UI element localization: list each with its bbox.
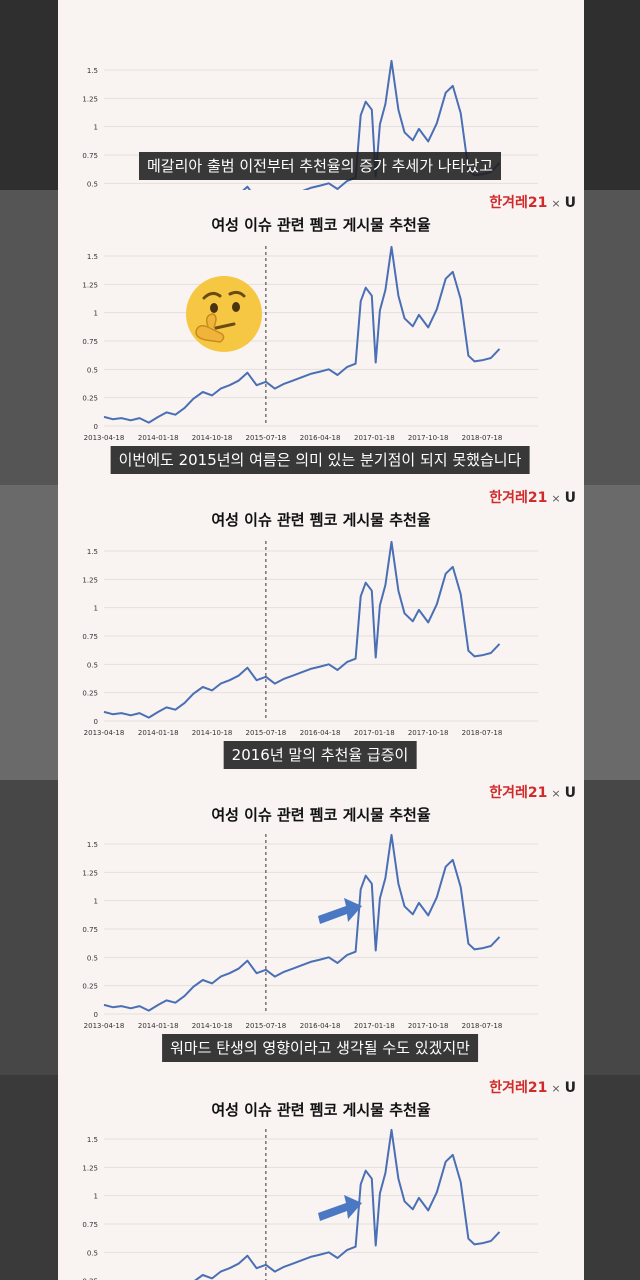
chart-panel-2: 한겨레21 × U 여성 이슈 관련 펨코 게시물 추천율 0 0.25 0.5 0.75…	[58, 190, 584, 485]
x-tick-label: 2014-10-18	[192, 729, 233, 737]
x-tick-label: 2017-10-18	[408, 1022, 449, 1030]
y-tick-label: 1.5	[87, 253, 98, 261]
x-tick-label: 2016-04-18	[300, 434, 341, 442]
y-tick-label: 0.75	[82, 1221, 98, 1229]
x-tick-label: 2014-01-18	[138, 434, 179, 442]
chart-panel-3: 한겨레21 × U 여성 이슈 관련 펨코 게시물 추천율 0 0.25 0.5 0.75…	[58, 485, 584, 780]
chart-title: 여성 이슈 관련 펨코 게시물 추천율	[211, 806, 431, 824]
chart-title: 여성 이슈 관련 펨코 게시물 추천율	[211, 511, 431, 529]
brand-logo: 한겨레21 × U	[489, 785, 576, 801]
y-tick-label: 0.75	[82, 633, 98, 641]
y-tick-label: 0.5	[87, 366, 98, 374]
blue-arrow-icon	[318, 898, 362, 924]
x-tick-label: 2015-07-18	[246, 729, 287, 737]
y-tick-label: 0	[94, 1011, 98, 1019]
y-tick-label: 1.25	[82, 1164, 98, 1172]
caption-4: 워마드 탄생의 영향이라고 생각될 수도 있겠지만	[162, 1034, 478, 1062]
x-tick-label: 2014-10-18	[192, 434, 233, 442]
x-tick-label: 2013-04-18	[84, 729, 125, 737]
blue-arrow-icon	[318, 1195, 362, 1221]
y-tick-label: 0.75	[82, 338, 98, 346]
x-tick-label: 2013-04-18	[84, 434, 125, 442]
line-chart-2: 0 0.25 0.5 0.75 1 1.25 1.5 2013-04-18 2014-01-18…	[82, 245, 538, 442]
y-tick-label: 0.75	[82, 926, 98, 934]
y-tick-label: 1.25	[82, 95, 98, 103]
thinking-face-icon	[186, 276, 262, 352]
x-tick-label: 2018-07-18	[462, 1022, 503, 1030]
y-tick-label: 1	[94, 898, 98, 906]
series-line	[242, 59, 501, 190]
x-tick-label: 2014-10-18	[192, 1022, 233, 1030]
x-tick-label: 2017-10-18	[408, 729, 449, 737]
chart-title: 여성 이슈 관련 펨코 게시물 추천율	[211, 1101, 431, 1119]
brand-logo: 한겨레21 × U	[489, 195, 576, 211]
line-chart-5: 00.250.50.7511.251.52013-04-182014-01-18…	[82, 1128, 538, 1280]
brand-logo: 한겨레21 × U	[489, 1080, 576, 1096]
y-tick-label: 0	[94, 423, 98, 431]
y-tick-label: 1.25	[82, 576, 98, 584]
series-line	[103, 833, 501, 1012]
y-tick-label: 1.25	[82, 281, 98, 289]
y-tick-label: 0.75	[82, 152, 98, 160]
y-tick-label: 1	[94, 605, 98, 613]
chart-title: 여성 이슈 관련 펨코 게시물 추천율	[211, 216, 431, 234]
y-tick-label: 1.25	[82, 869, 98, 877]
y-tick-label: 0.5	[87, 180, 98, 188]
line-chart-4: 0 0.25 0.5 0.75 1 1.25 1.5 2013-04-18 2014-01-18…	[82, 833, 538, 1030]
y-tick-label: 0.25	[82, 1278, 98, 1280]
y-tick-label: 0.25	[82, 983, 98, 991]
y-tick-label: 1.5	[87, 67, 98, 75]
x-tick-label: 2017-10-18	[408, 434, 449, 442]
caption-3: 2016년 말의 추천율 급증이	[223, 741, 417, 769]
x-tick-label: 2018-07-18	[462, 729, 503, 737]
x-tick-label: 2016-04-18	[300, 1022, 341, 1030]
y-tick-label: 1.5	[87, 841, 98, 849]
line-chart-3: 0 0.25 0.5 0.75 1 1.25 1.5 2013-04-18 2014-01-18…	[82, 540, 538, 737]
y-tick-label: 0.5	[87, 661, 98, 669]
series-line	[103, 540, 501, 719]
caption-1: 메갈리아 출범 이전부터 추천율의 증가 추세가 나타났고	[138, 152, 502, 180]
chart-panel-5: 한겨레21×U 여성 이슈 관련 펨코 게시물 추천율 00.250.50.75…	[58, 1075, 584, 1280]
y-tick-label: 0.5	[87, 954, 98, 962]
y-tick-label: 0	[94, 718, 98, 726]
x-tick-label: 2014-01-18	[138, 1022, 179, 1030]
series-line	[194, 1128, 501, 1280]
series-line	[103, 245, 501, 424]
y-tick-label: 0.25	[82, 395, 98, 403]
chart-panel-4: 한겨레21 × U 여성 이슈 관련 펨코 게시물 추천율 0 0.25 0.5 0.75…	[58, 780, 584, 1075]
x-tick-label: 2016-04-18	[300, 729, 341, 737]
y-tick-label: 1	[94, 1193, 98, 1201]
x-tick-label: 2017-01-18	[354, 729, 395, 737]
x-tick-label: 2013-04-18	[84, 1022, 125, 1030]
x-tick-label: 2017-01-18	[354, 434, 395, 442]
y-tick-label: 1.5	[87, 548, 98, 556]
y-tick-label: 0.25	[82, 690, 98, 698]
x-tick-label: 2018-07-18	[462, 434, 503, 442]
brand-logo: 한겨레21 × U	[489, 490, 576, 506]
y-tick-label: 1	[94, 124, 98, 132]
y-tick-label: 0.5	[87, 1249, 98, 1257]
y-tick-label: 1	[94, 310, 98, 318]
x-tick-label: 2015-07-18	[246, 1022, 287, 1030]
caption-2: 이번에도 2015년의 여름은 의미 있는 분기점이 되지 못했습니다	[110, 446, 530, 474]
x-tick-label: 2017-01-18	[354, 1022, 395, 1030]
y-tick-label: 1.5	[87, 1136, 98, 1144]
x-tick-label: 2015-07-18	[246, 434, 287, 442]
x-tick-label: 2014-01-18	[138, 729, 179, 737]
